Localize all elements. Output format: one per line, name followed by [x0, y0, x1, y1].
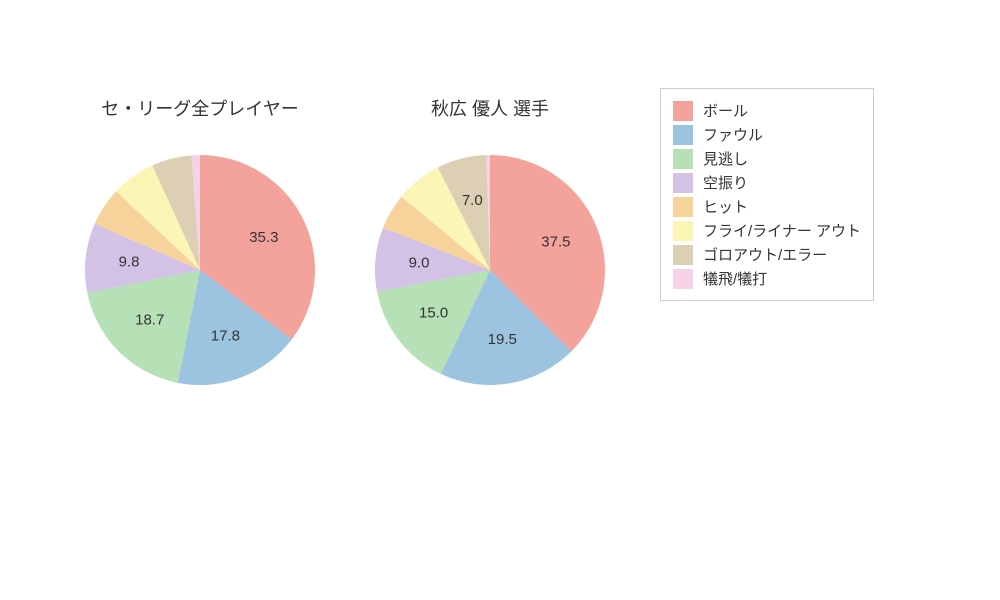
- pie-label-league-ball: 35.3: [249, 229, 278, 246]
- legend-swatch-ball: [673, 101, 693, 121]
- legend-item-foul: ファウル: [673, 124, 861, 145]
- pie-label-player-ball: 37.5: [541, 234, 570, 251]
- legend-swatch-foul: [673, 125, 693, 145]
- chart-container: セ・リーグ全プレイヤー 秋広 優人 選手 35.3 17.8 18.7 9.8 37.…: [0, 0, 1000, 600]
- legend-swatch-looking: [673, 149, 693, 169]
- legend-label-hit: ヒット: [703, 196, 748, 217]
- legend-item-groundout: ゴロアウト/エラー: [673, 244, 861, 265]
- legend-label-foul: ファウル: [703, 124, 763, 145]
- legend-item-flyout: フライ/ライナー アウト: [673, 220, 861, 241]
- legend-swatch-groundout: [673, 245, 693, 265]
- pie-label-league-foul: 17.8: [211, 328, 240, 345]
- legend-label-flyout: フライ/ライナー アウト: [703, 220, 861, 241]
- legend-item-hit: ヒット: [673, 196, 861, 217]
- legend-label-looking: 見逃し: [703, 148, 748, 169]
- pie-chart-league: 35.3 17.8 18.7 9.8: [75, 145, 325, 400]
- legend: ボールファウル見逃し空振りヒットフライ/ライナー アウトゴロアウト/エラー犠飛/…: [660, 88, 874, 301]
- pie-label-player-foul: 19.5: [488, 331, 517, 348]
- pie-title-player: 秋広 優人 選手: [360, 95, 620, 121]
- pie-svg-league: 35.3 17.8 18.7 9.8: [75, 145, 325, 395]
- legend-swatch-flyout: [673, 221, 693, 241]
- legend-label-ball: ボール: [703, 100, 748, 121]
- legend-label-groundout: ゴロアウト/エラー: [703, 244, 827, 265]
- pie-label-player-looking: 15.0: [419, 305, 448, 322]
- legend-label-swinging: 空振り: [703, 172, 748, 193]
- pie-label-league-swinging: 9.8: [119, 253, 140, 270]
- legend-item-ball: ボール: [673, 100, 861, 121]
- pie-svg-player: 37.5 19.5 15.0 9.0 7.0: [365, 145, 615, 395]
- legend-swatch-swinging: [673, 173, 693, 193]
- pie-label-player-groundout: 7.0: [462, 192, 483, 209]
- legend-label-sac: 犠飛/犠打: [703, 268, 767, 289]
- legend-item-swinging: 空振り: [673, 172, 861, 193]
- legend-item-looking: 見逃し: [673, 148, 861, 169]
- pie-title-league: セ・リーグ全プレイヤー: [70, 95, 330, 121]
- legend-swatch-sac: [673, 269, 693, 289]
- pie-chart-player: 37.5 19.5 15.0 9.0 7.0: [365, 145, 615, 400]
- pie-label-player-swinging: 9.0: [409, 254, 430, 271]
- legend-swatch-hit: [673, 197, 693, 217]
- legend-item-sac: 犠飛/犠打: [673, 268, 861, 289]
- pie-label-league-looking: 18.7: [135, 312, 164, 329]
